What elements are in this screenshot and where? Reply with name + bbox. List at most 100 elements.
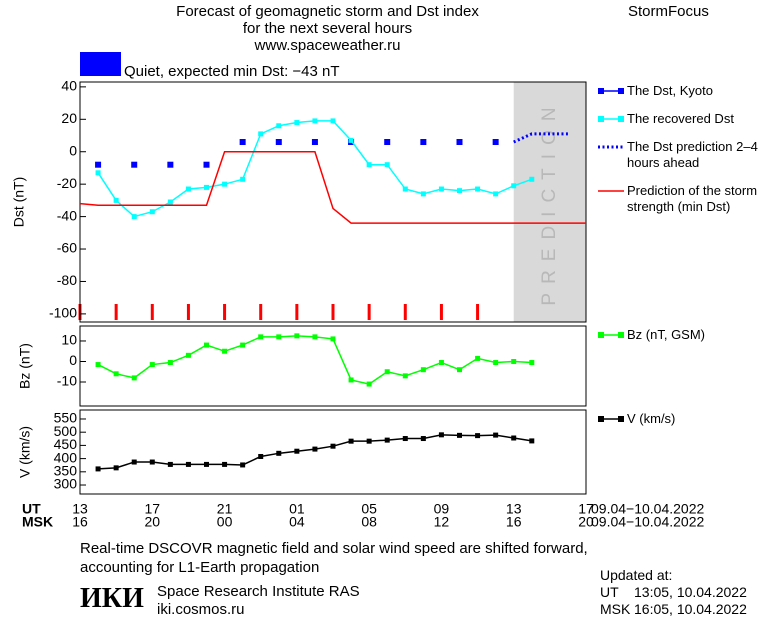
- data-point: [258, 334, 264, 340]
- data-point: [240, 176, 246, 182]
- data-point: [167, 360, 173, 366]
- updated-time: 13:05, 10.04.2022: [634, 584, 747, 600]
- x-row-label: UT: [22, 501, 41, 517]
- data-point: [222, 348, 228, 354]
- data-point: [438, 186, 444, 192]
- date-range: 09.04−10.04.2022: [591, 514, 704, 530]
- data-point: [493, 191, 499, 197]
- data-point: [402, 373, 408, 379]
- legend-marker: [598, 88, 624, 94]
- data-point: [475, 355, 481, 361]
- x-tick-label: 09: [434, 501, 450, 517]
- data-point: [167, 199, 173, 205]
- data-point: [312, 334, 318, 340]
- data-point: [185, 352, 191, 358]
- legend-marker: [598, 190, 624, 192]
- data-point: [348, 377, 354, 383]
- data-point: [366, 381, 372, 387]
- data-point: [167, 161, 174, 168]
- date-range: 09.04−10.04.2022: [591, 501, 704, 517]
- brand: StormFocus: [628, 3, 709, 20]
- legend: V (km/s): [597, 411, 760, 439]
- data-point: [167, 461, 173, 467]
- data-point: [113, 197, 119, 203]
- data-point: [511, 183, 517, 189]
- data-point: [276, 450, 282, 456]
- legend-square: [618, 116, 624, 122]
- data-point: [312, 446, 318, 452]
- plot-frame: [79, 409, 587, 495]
- data-point: [204, 184, 209, 190]
- data-point: [113, 465, 119, 471]
- data-point: [384, 369, 390, 375]
- data-point: [95, 170, 101, 176]
- data-point: [511, 358, 517, 364]
- data-point: [204, 342, 209, 348]
- legend-square: [618, 416, 624, 422]
- url: www.spaceweather.ru: [254, 37, 401, 54]
- series-line: [97, 335, 532, 385]
- data-point: [95, 362, 101, 368]
- legend: The Dst, Kyoto The recovered Dst The Dst p…: [597, 83, 760, 227]
- plot-frame: [79, 325, 587, 407]
- y-tick-label: -80: [57, 272, 77, 288]
- x-tick-label: 20: [144, 514, 160, 530]
- series-line: [97, 120, 533, 218]
- institute: Space Research Institute RAS: [157, 583, 360, 600]
- legend-square: [598, 88, 604, 94]
- data-point: [276, 123, 282, 129]
- data-point: [113, 371, 119, 377]
- data-point: [438, 432, 444, 438]
- legend-square: [598, 416, 604, 422]
- y-axis-label: V (km/s): [17, 426, 33, 478]
- legend-label: The recovered Dst: [627, 111, 734, 126]
- prediction-label: PREDICTION: [539, 98, 560, 305]
- data-point: [222, 181, 228, 187]
- legend-marker: [598, 145, 624, 149]
- data-point: [438, 360, 444, 366]
- x-row-label: MSK: [22, 514, 53, 530]
- data-point: [456, 139, 463, 145]
- legend-square: [598, 116, 604, 122]
- y-tick-label: 400: [54, 449, 78, 465]
- data-point: [330, 336, 336, 342]
- x-tick-label: 16: [506, 514, 522, 530]
- series-line: [513, 132, 568, 144]
- data-point: [420, 191, 426, 197]
- data-point: [529, 438, 535, 444]
- data-point: [311, 139, 318, 145]
- data-point: [294, 120, 300, 126]
- data-point: [131, 161, 138, 168]
- updated-time: 16:05, 10.04.2022: [634, 601, 747, 617]
- x-tick-label: 00: [217, 514, 233, 530]
- data-point: [384, 437, 390, 443]
- series-line: [79, 150, 586, 224]
- x-tick-label: 17: [144, 501, 160, 517]
- data-point: [475, 433, 481, 439]
- data-point: [275, 139, 282, 145]
- legend-marker: [598, 116, 624, 122]
- data-point: [384, 162, 390, 168]
- updated-zone: MSK: [600, 601, 631, 617]
- y-tick-label: 0: [69, 352, 77, 368]
- data-point: [457, 188, 462, 194]
- y-tick-label: 40: [61, 78, 77, 94]
- data-point: [149, 209, 155, 215]
- series-line: [98, 434, 532, 470]
- site: iki.cosmos.ru: [157, 601, 245, 618]
- footnote: Real-time DSCOVR magnetic field and sola…: [80, 540, 588, 576]
- y-tick-label: 0: [69, 142, 77, 158]
- y-axis-label: Dst (nT): [11, 177, 27, 228]
- data-point: [239, 139, 246, 145]
- legend: Bz (nT, GSM): [597, 327, 760, 355]
- legend-square: [618, 88, 624, 94]
- data-point: [185, 461, 191, 467]
- data-point: [149, 362, 155, 368]
- x-tick-label: 20: [578, 514, 594, 530]
- x-tick-label: 17: [578, 501, 594, 517]
- legend-item: The Dst prediction 2–4 hours ahead: [597, 139, 760, 171]
- updated-label: Updated at:: [600, 567, 673, 583]
- status-text: Quiet, expected min Dst: −43 nT: [124, 63, 340, 80]
